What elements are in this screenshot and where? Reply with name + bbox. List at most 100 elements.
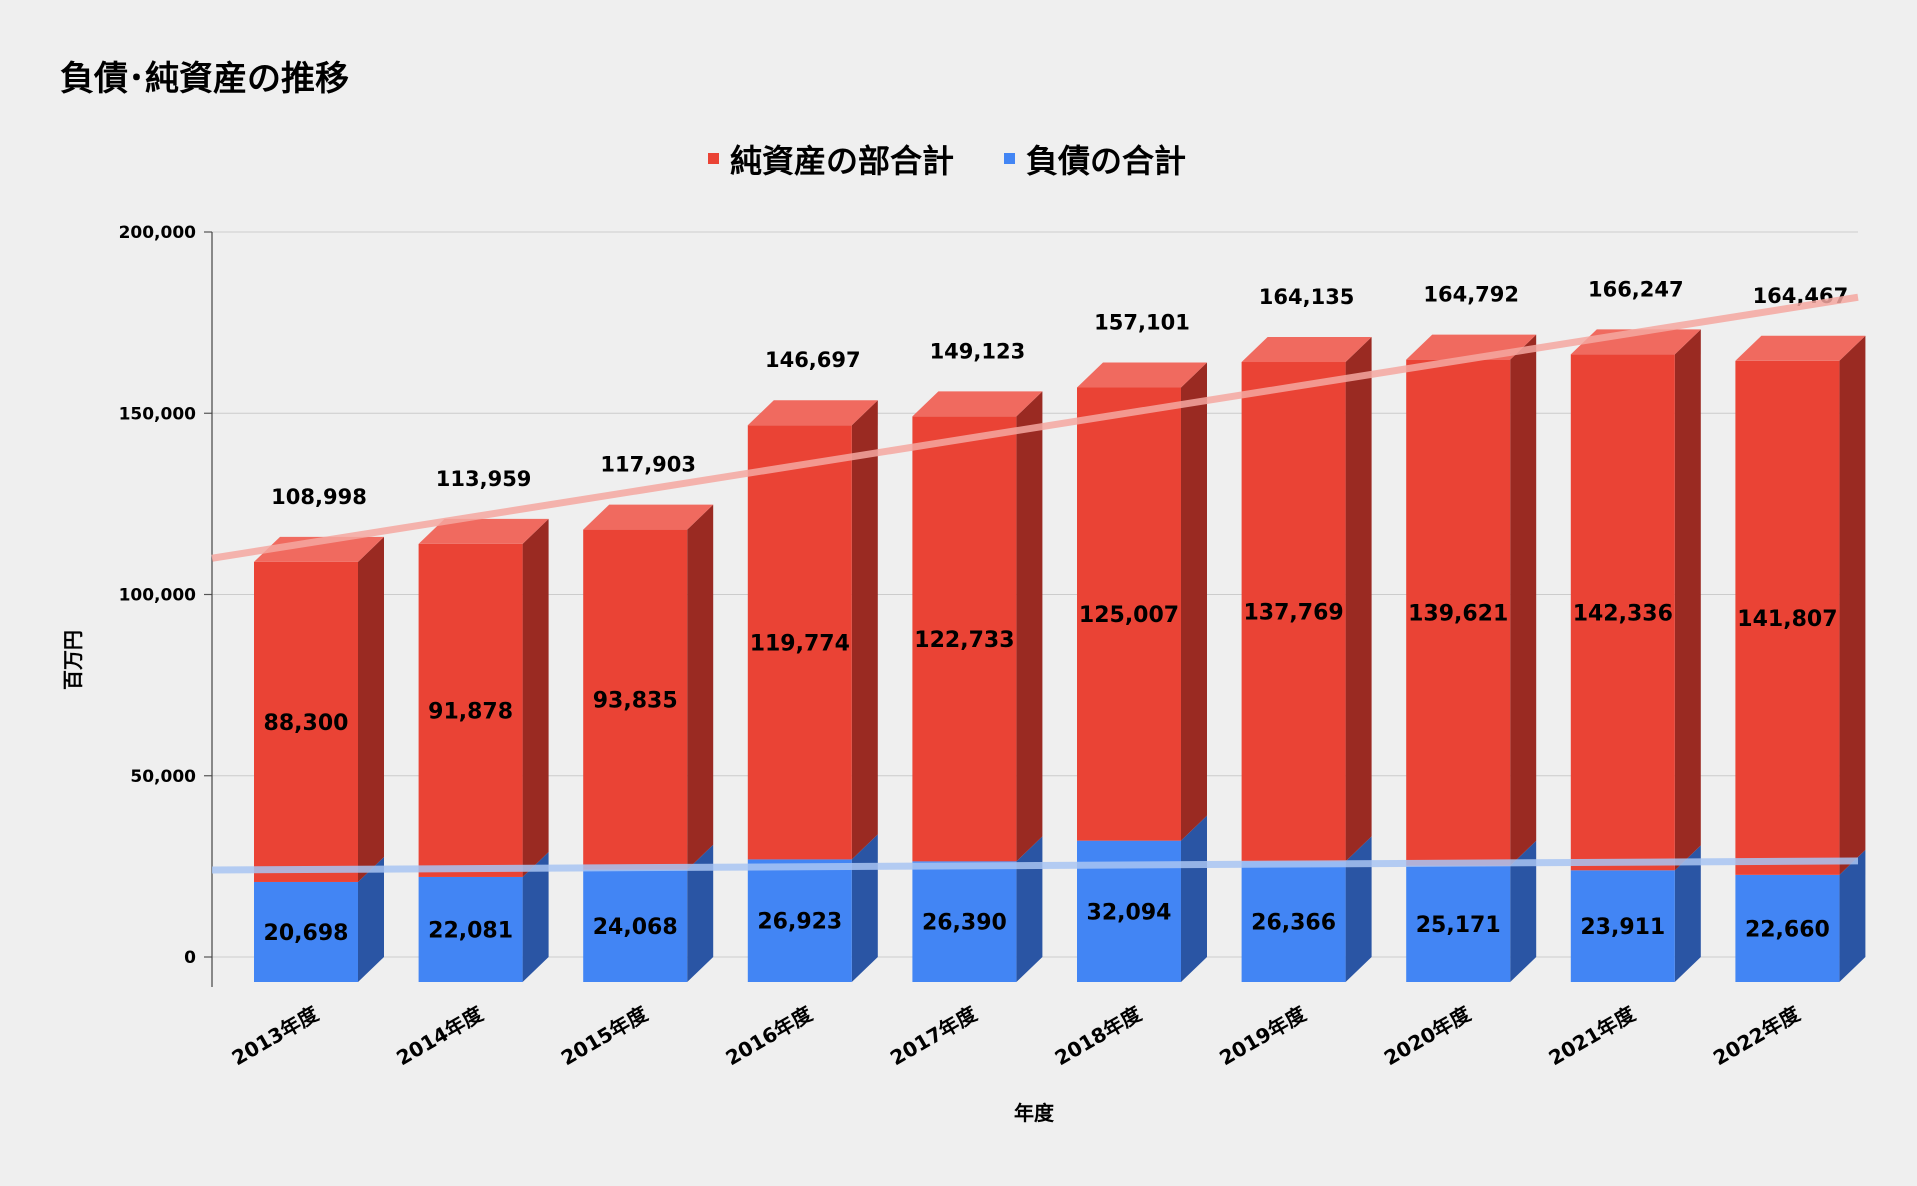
bar-side-liabilities [1345, 836, 1372, 982]
bar-liabilities [912, 861, 1017, 982]
y-axis-title: 百万円 [61, 630, 85, 690]
data-label-total: 164,135 [1259, 285, 1355, 309]
x-tick-label: 2017年度 [886, 1001, 982, 1070]
bar-side-equity [1181, 362, 1207, 841]
bar-equity [254, 561, 358, 882]
bar-top-equity [1735, 335, 1866, 361]
data-label-equity: 119,774 [750, 631, 850, 656]
data-label-liabilities: 22,660 [1745, 917, 1830, 942]
data-label-total: 146,697 [765, 348, 861, 372]
bar-liabilities [254, 881, 358, 982]
bar-side-equity [1674, 329, 1701, 871]
data-label-total: 113,959 [436, 467, 532, 491]
bar-top-equity [912, 391, 1043, 417]
bar-side-equity [851, 400, 878, 860]
data-label-total: 157,101 [1094, 311, 1190, 335]
x-tick-label: 2015年度 [557, 1001, 653, 1070]
bar-liabilities [583, 869, 688, 982]
data-label-liabilities: 20,698 [264, 921, 349, 946]
x-axis-title: 年度 [1014, 1101, 1055, 1125]
legend-label: 純資産の部合計 [730, 142, 954, 180]
legend-swatch [708, 153, 719, 164]
y-tick-label: 50,000 [130, 767, 196, 787]
bar-side-equity [687, 504, 714, 870]
x-tick-label: 2022年度 [1709, 1001, 1805, 1070]
legend-label: 負債の合計 [1026, 142, 1186, 180]
data-label-equity: 122,733 [914, 628, 1014, 653]
data-label-liabilities: 22,081 [428, 918, 513, 943]
bar-equity [1406, 359, 1511, 866]
y-tick-label: 200,000 [119, 223, 197, 243]
trendline [211, 857, 1859, 874]
bar-equity [1570, 354, 1675, 871]
data-label-total: 117,903 [600, 453, 696, 477]
y-tick-label: 100,000 [119, 586, 197, 606]
bar-side-equity [522, 518, 549, 877]
data-label-total: 164,792 [1423, 283, 1519, 307]
bar-equity [912, 416, 1017, 862]
y-tick-label: 150,000 [119, 404, 197, 424]
bar-equity [418, 543, 523, 877]
bar-top-equity [1077, 362, 1207, 388]
bar-equity [1077, 387, 1181, 841]
bar-top-equity [747, 400, 878, 426]
bar-equity [747, 425, 852, 860]
x-tick-label: 2016年度 [721, 1001, 817, 1070]
bar-equity [1735, 360, 1840, 875]
x-tick-label: 2019年度 [1215, 1001, 1311, 1070]
data-label-liabilities: 23,911 [1580, 915, 1665, 940]
y-tick-label: 0 [184, 948, 196, 968]
data-label-liabilities: 24,068 [593, 915, 678, 940]
data-label-equity: 91,878 [428, 699, 513, 724]
x-tick-label: 2021年度 [1544, 1001, 1640, 1070]
bar-side-liabilities [687, 844, 714, 982]
bar-liabilities [747, 859, 852, 982]
bar-top-equity [583, 504, 714, 530]
bar-side-liabilities [358, 856, 384, 982]
data-label-equity: 125,007 [1079, 603, 1179, 628]
data-label-equity: 141,807 [1737, 607, 1837, 632]
bar-side-liabilities [1181, 815, 1207, 982]
bar-side-liabilities [1510, 840, 1537, 982]
x-tick-label: 2020年度 [1380, 1001, 1476, 1070]
trendline [211, 293, 1859, 562]
bar-side-equity [1510, 334, 1537, 866]
x-tick-label: 2014年度 [392, 1001, 488, 1070]
data-label-liabilities: 32,094 [1087, 900, 1172, 925]
data-label-total: 108,998 [271, 485, 367, 509]
bar-liabilities [418, 876, 523, 982]
bar-top-equity [1241, 337, 1372, 363]
data-label-equity: 88,300 [264, 711, 349, 736]
bar-liabilities [1570, 870, 1675, 982]
bar-side-liabilities [1674, 845, 1701, 982]
data-label-equity: 139,621 [1408, 602, 1508, 627]
legend-swatch [1004, 153, 1015, 164]
bar-equity [1241, 362, 1346, 862]
data-label-liabilities: 25,171 [1416, 913, 1501, 938]
bar-side-liabilities [1016, 836, 1043, 982]
data-label-equity: 93,835 [593, 689, 678, 714]
bar-top-equity [418, 518, 549, 544]
bar-side-liabilities [1839, 849, 1866, 982]
data-label-total: 166,247 [1588, 277, 1684, 301]
bar-side-liabilities [522, 851, 549, 982]
bar-liabilities [1735, 874, 1840, 982]
chart-title: 負債･純資産の推移 [60, 59, 349, 99]
bar-liabilities [1241, 861, 1346, 982]
bar-side-equity [1345, 337, 1372, 862]
bar-side-equity [358, 536, 384, 882]
data-label-total: 149,123 [930, 339, 1026, 363]
bar-side-equity [1016, 391, 1043, 862]
data-label-liabilities: 26,923 [757, 910, 842, 935]
bar-side-liabilities [851, 834, 878, 982]
data-label-equity: 142,336 [1573, 601, 1673, 626]
data-label-liabilities: 26,390 [922, 911, 1007, 936]
bar-equity [583, 529, 688, 870]
data-label-liabilities: 26,366 [1251, 911, 1336, 936]
bar-side-equity [1839, 335, 1866, 875]
data-label-equity: 137,769 [1243, 601, 1343, 626]
bar-liabilities [1406, 865, 1511, 982]
x-tick-label: 2018年度 [1051, 1001, 1147, 1070]
